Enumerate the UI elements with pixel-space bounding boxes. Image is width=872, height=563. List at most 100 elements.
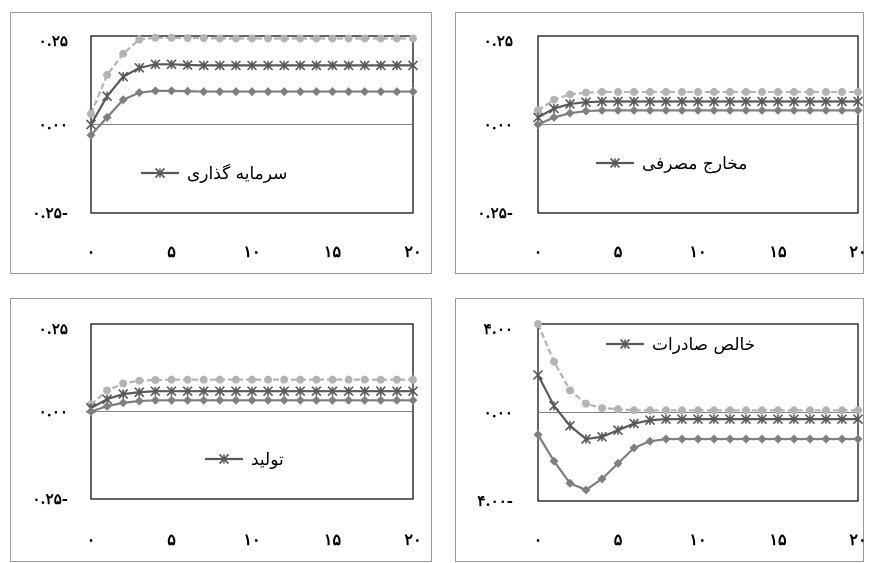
legend: تولید: [205, 450, 284, 470]
chart-svg-consumption: ۰.۲۵ ۰.۰۰ ۰.۲۵- ۰ ۵ ۱۰ ۱۵ ۲۰ مخارج مصرفی: [477, 32, 866, 261]
data-point-lower: [597, 474, 607, 484]
y-tick-label: ۴.۰۰-: [477, 492, 513, 510]
x-tick-label: ۲۰: [404, 242, 421, 261]
data-point-upper: [392, 34, 401, 43]
legend-label: سرمایه گذاری: [187, 163, 287, 184]
data-point-upper: [742, 406, 750, 415]
data-point-upper: [280, 34, 289, 43]
series-lower: [86, 395, 418, 416]
data-point-lower: [757, 434, 767, 444]
data-point-upper: [103, 386, 112, 395]
data-point-upper: [806, 87, 814, 96]
data-point-mid: [198, 60, 209, 71]
data-point-lower: [725, 105, 735, 115]
data-point-mid: [628, 96, 640, 107]
data-point-upper: [409, 34, 417, 43]
data-point-mid: [391, 60, 402, 71]
data-point-mid: [708, 96, 720, 107]
data-point-lower: [789, 105, 799, 115]
y-tick-label: ۰.۰۰: [484, 116, 513, 134]
data-point-upper: [646, 87, 654, 96]
data-point-mid: [564, 420, 576, 431]
data-point-mid: [295, 386, 306, 397]
data-point-lower: [661, 434, 671, 444]
data-point-mid: [660, 414, 672, 425]
data-point-mid: [820, 414, 832, 425]
data-point-lower: [150, 86, 160, 96]
data-point-upper: [582, 88, 590, 97]
data-point-upper: [614, 405, 622, 414]
data-point-upper: [630, 87, 638, 96]
data-point-lower: [629, 105, 639, 115]
chart-svg-output: ۰.۲۵ ۰.۰۰ ۰.۲۵- ۰ ۵ ۱۰ ۱۵ ۲۰ تولید: [32, 320, 421, 549]
data-point-upper: [264, 375, 273, 384]
y-tick-label: ۰.۰۰: [39, 116, 68, 134]
data-point-lower: [805, 434, 815, 444]
y-tick-label: ۰.۲۵: [39, 320, 68, 338]
data-point-mid: [660, 96, 672, 107]
y-tick-label: ۰.۲۵: [484, 32, 513, 50]
data-point-mid: [102, 91, 113, 102]
data-point-upper: [248, 375, 256, 384]
data-point-upper: [822, 87, 830, 96]
data-point-lower: [102, 112, 112, 122]
data-point-lower: [392, 87, 402, 97]
data-point-upper: [662, 406, 670, 415]
data-point-lower: [247, 395, 257, 405]
chart-svg-investment: ۰.۲۵ ۰.۰۰ ۰.۲۵- ۰ ۵ ۱۰ ۱۵ ۲۰ سرمایه گذاری: [32, 32, 421, 261]
data-point-upper: [534, 106, 542, 115]
data-point-lower: [565, 478, 575, 488]
data-point-upper: [376, 34, 385, 43]
x-tick-label: ۱۵: [324, 530, 342, 549]
data-point-mid: [182, 386, 193, 397]
data-point-mid: [804, 96, 816, 107]
data-point-lower: [805, 105, 815, 115]
legend-swatch-marker: [609, 157, 621, 169]
data-point-lower: [167, 86, 176, 96]
x-tick-label: ۲۰: [849, 530, 866, 549]
data-point-mid: [692, 414, 704, 425]
data-point-mid: [852, 414, 864, 425]
data-point-lower: [183, 395, 193, 405]
data-point-lower: [661, 105, 671, 115]
data-point-lower: [279, 87, 289, 97]
data-point-upper: [199, 34, 208, 43]
data-point-upper: [344, 375, 353, 384]
data-point-lower: [773, 434, 783, 444]
data-point-lower: [295, 395, 305, 405]
data-point-upper: [296, 375, 305, 384]
legend: خالص صادرات: [606, 335, 755, 355]
data-point-upper: [630, 406, 638, 415]
data-point-lower: [645, 436, 655, 446]
data-point-mid: [692, 96, 704, 107]
data-point-lower: [408, 395, 418, 405]
data-point-upper: [726, 87, 734, 96]
chart-panel-consumption: ۰.۲۵ ۰.۰۰ ۰.۲۵- ۰ ۵ ۱۰ ۱۵ ۲۰ مخارج مصرفی: [455, 12, 867, 274]
data-point-mid: [134, 62, 145, 73]
data-point-upper: [312, 34, 321, 43]
data-point-lower: [773, 105, 783, 115]
data-point-lower: [247, 87, 257, 97]
data-point-mid: [724, 414, 736, 425]
data-point-mid: [407, 386, 419, 397]
data-point-mid: [596, 96, 608, 107]
data-point-mid: [118, 388, 129, 400]
data-point-mid: [740, 96, 752, 107]
data-point-upper: [582, 399, 590, 408]
data-point-lower: [102, 401, 112, 411]
data-point-mid: [118, 71, 129, 82]
series-lower: [533, 105, 863, 129]
data-point-lower: [311, 87, 321, 97]
data-point-upper: [822, 406, 830, 415]
data-point-upper: [534, 320, 542, 328]
data-point-lower: [279, 395, 289, 405]
data-point-lower: [328, 395, 337, 405]
x-tick-label: ۱۵: [769, 530, 787, 549]
data-point-upper: [312, 375, 321, 384]
data-point-upper: [183, 375, 192, 384]
data-point-lower: [709, 434, 719, 444]
data-point-upper: [550, 95, 558, 104]
data-point-lower: [215, 395, 225, 405]
data-point-upper: [598, 87, 606, 96]
x-tick-label: ۵: [167, 530, 176, 549]
